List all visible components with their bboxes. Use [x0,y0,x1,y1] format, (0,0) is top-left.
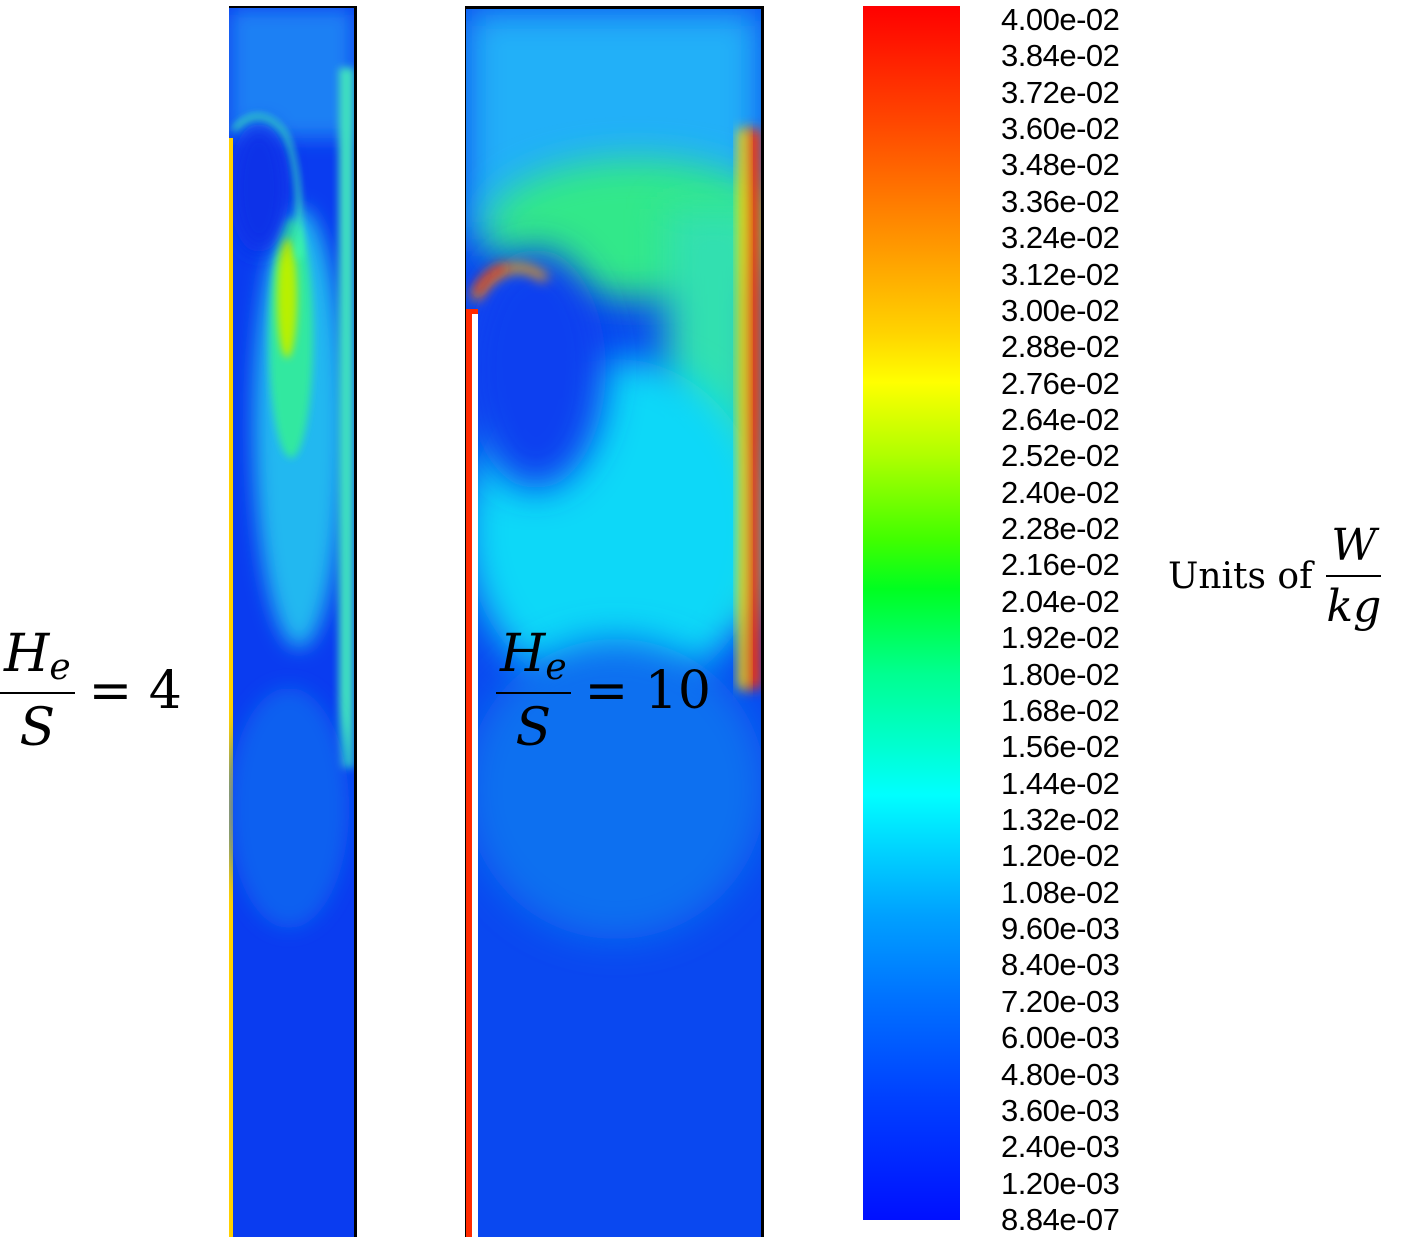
ratio-fraction: He S [0,628,75,754]
color-scale-tick-label: 4.00e-02 [1001,2,1120,37]
contour-panel-he-s-4 [229,6,357,1237]
color-scale-tick-label: 3.60e-03 [1001,1093,1120,1128]
color-scale-tick-label: 3.48e-02 [1001,147,1120,182]
color-scale-tick-label: 1.80e-02 [1001,657,1120,692]
units-fraction: W kg [1326,520,1382,632]
color-scale-tick-label: 1.20e-03 [1001,1166,1120,1201]
fraction-bar [0,692,75,694]
ratio-numerator: H [500,624,546,684]
color-scale-tick-label: 1.20e-02 [1001,838,1120,873]
color-scale-tick-label: 2.16e-02 [1001,547,1120,582]
color-scale-tick-label: 2.28e-02 [1001,511,1120,546]
ratio-subscript: e [49,647,71,688]
color-scale-tick-label: 2.04e-02 [1001,584,1120,619]
units-numerator: W [1331,520,1377,571]
color-scale-tick-label: 2.76e-02 [1001,366,1120,401]
ratio-label-left: He S = 4 [0,628,182,754]
contour-field-left [229,8,354,1237]
color-scale-tick-label: 8.84e-07 [1001,1202,1120,1237]
color-scale-tick-label: 3.12e-02 [1001,257,1120,292]
ratio-value: = 4 [88,661,182,721]
ratio-denominator: S [19,698,56,758]
units-prefix: Units of [1168,555,1313,597]
fraction-bar [496,692,571,694]
color-scale-tick-label: 3.72e-02 [1001,75,1120,110]
ratio-numerator: H [4,624,50,684]
color-scale-tick-label: 2.40e-03 [1001,1129,1120,1164]
color-scale-tick-label: 3.24e-02 [1001,220,1120,255]
color-scale-labels: 4.00e-02 3.84e-02 3.72e-02 3.60e-02 3.48e-02… [1001,2,1141,1237]
color-scale-tick-label: 1.68e-02 [1001,693,1120,728]
color-scale-tick-label: 1.92e-02 [1001,620,1120,655]
color-scale-tick-label: 2.88e-02 [1001,329,1120,364]
contour-field-right [466,9,761,1237]
color-scale-tick-label: 6.00e-03 [1001,1020,1120,1055]
ratio-denominator: S [515,698,552,758]
color-scale-bar [863,6,960,1220]
color-scale-tick-label: 2.40e-02 [1001,475,1120,510]
ratio-label-right: He S = 10 [496,628,711,754]
ratio-fraction: He S [496,628,571,754]
color-scale-tick-label: 1.32e-02 [1001,802,1120,837]
contour-panel-he-s-10 [465,6,764,1237]
fraction-bar [1326,575,1382,577]
color-scale-tick-label: 2.64e-02 [1001,402,1120,437]
ratio-subscript: e [545,647,567,688]
color-scale-tick-label: 1.44e-02 [1001,766,1120,801]
units-label: Units of W kg [1168,520,1382,632]
color-scale-tick-label: 3.84e-02 [1001,38,1120,73]
color-scale-tick-label: 1.56e-02 [1001,729,1120,764]
units-denominator: kg [1326,581,1382,632]
color-scale-tick-label: 1.08e-02 [1001,875,1120,910]
color-scale-tick-label: 3.60e-02 [1001,111,1120,146]
ratio-value: = 10 [584,661,711,721]
color-scale-tick-label: 8.40e-03 [1001,947,1120,982]
color-scale-tick-label: 3.00e-02 [1001,293,1120,328]
color-scale-tick-label: 7.20e-03 [1001,984,1120,1019]
color-scale-tick-label: 4.80e-03 [1001,1057,1120,1092]
color-scale-tick-label: 9.60e-03 [1001,911,1120,946]
color-scale-tick-label: 2.52e-02 [1001,438,1120,473]
color-scale-tick-label: 3.36e-02 [1001,184,1120,219]
